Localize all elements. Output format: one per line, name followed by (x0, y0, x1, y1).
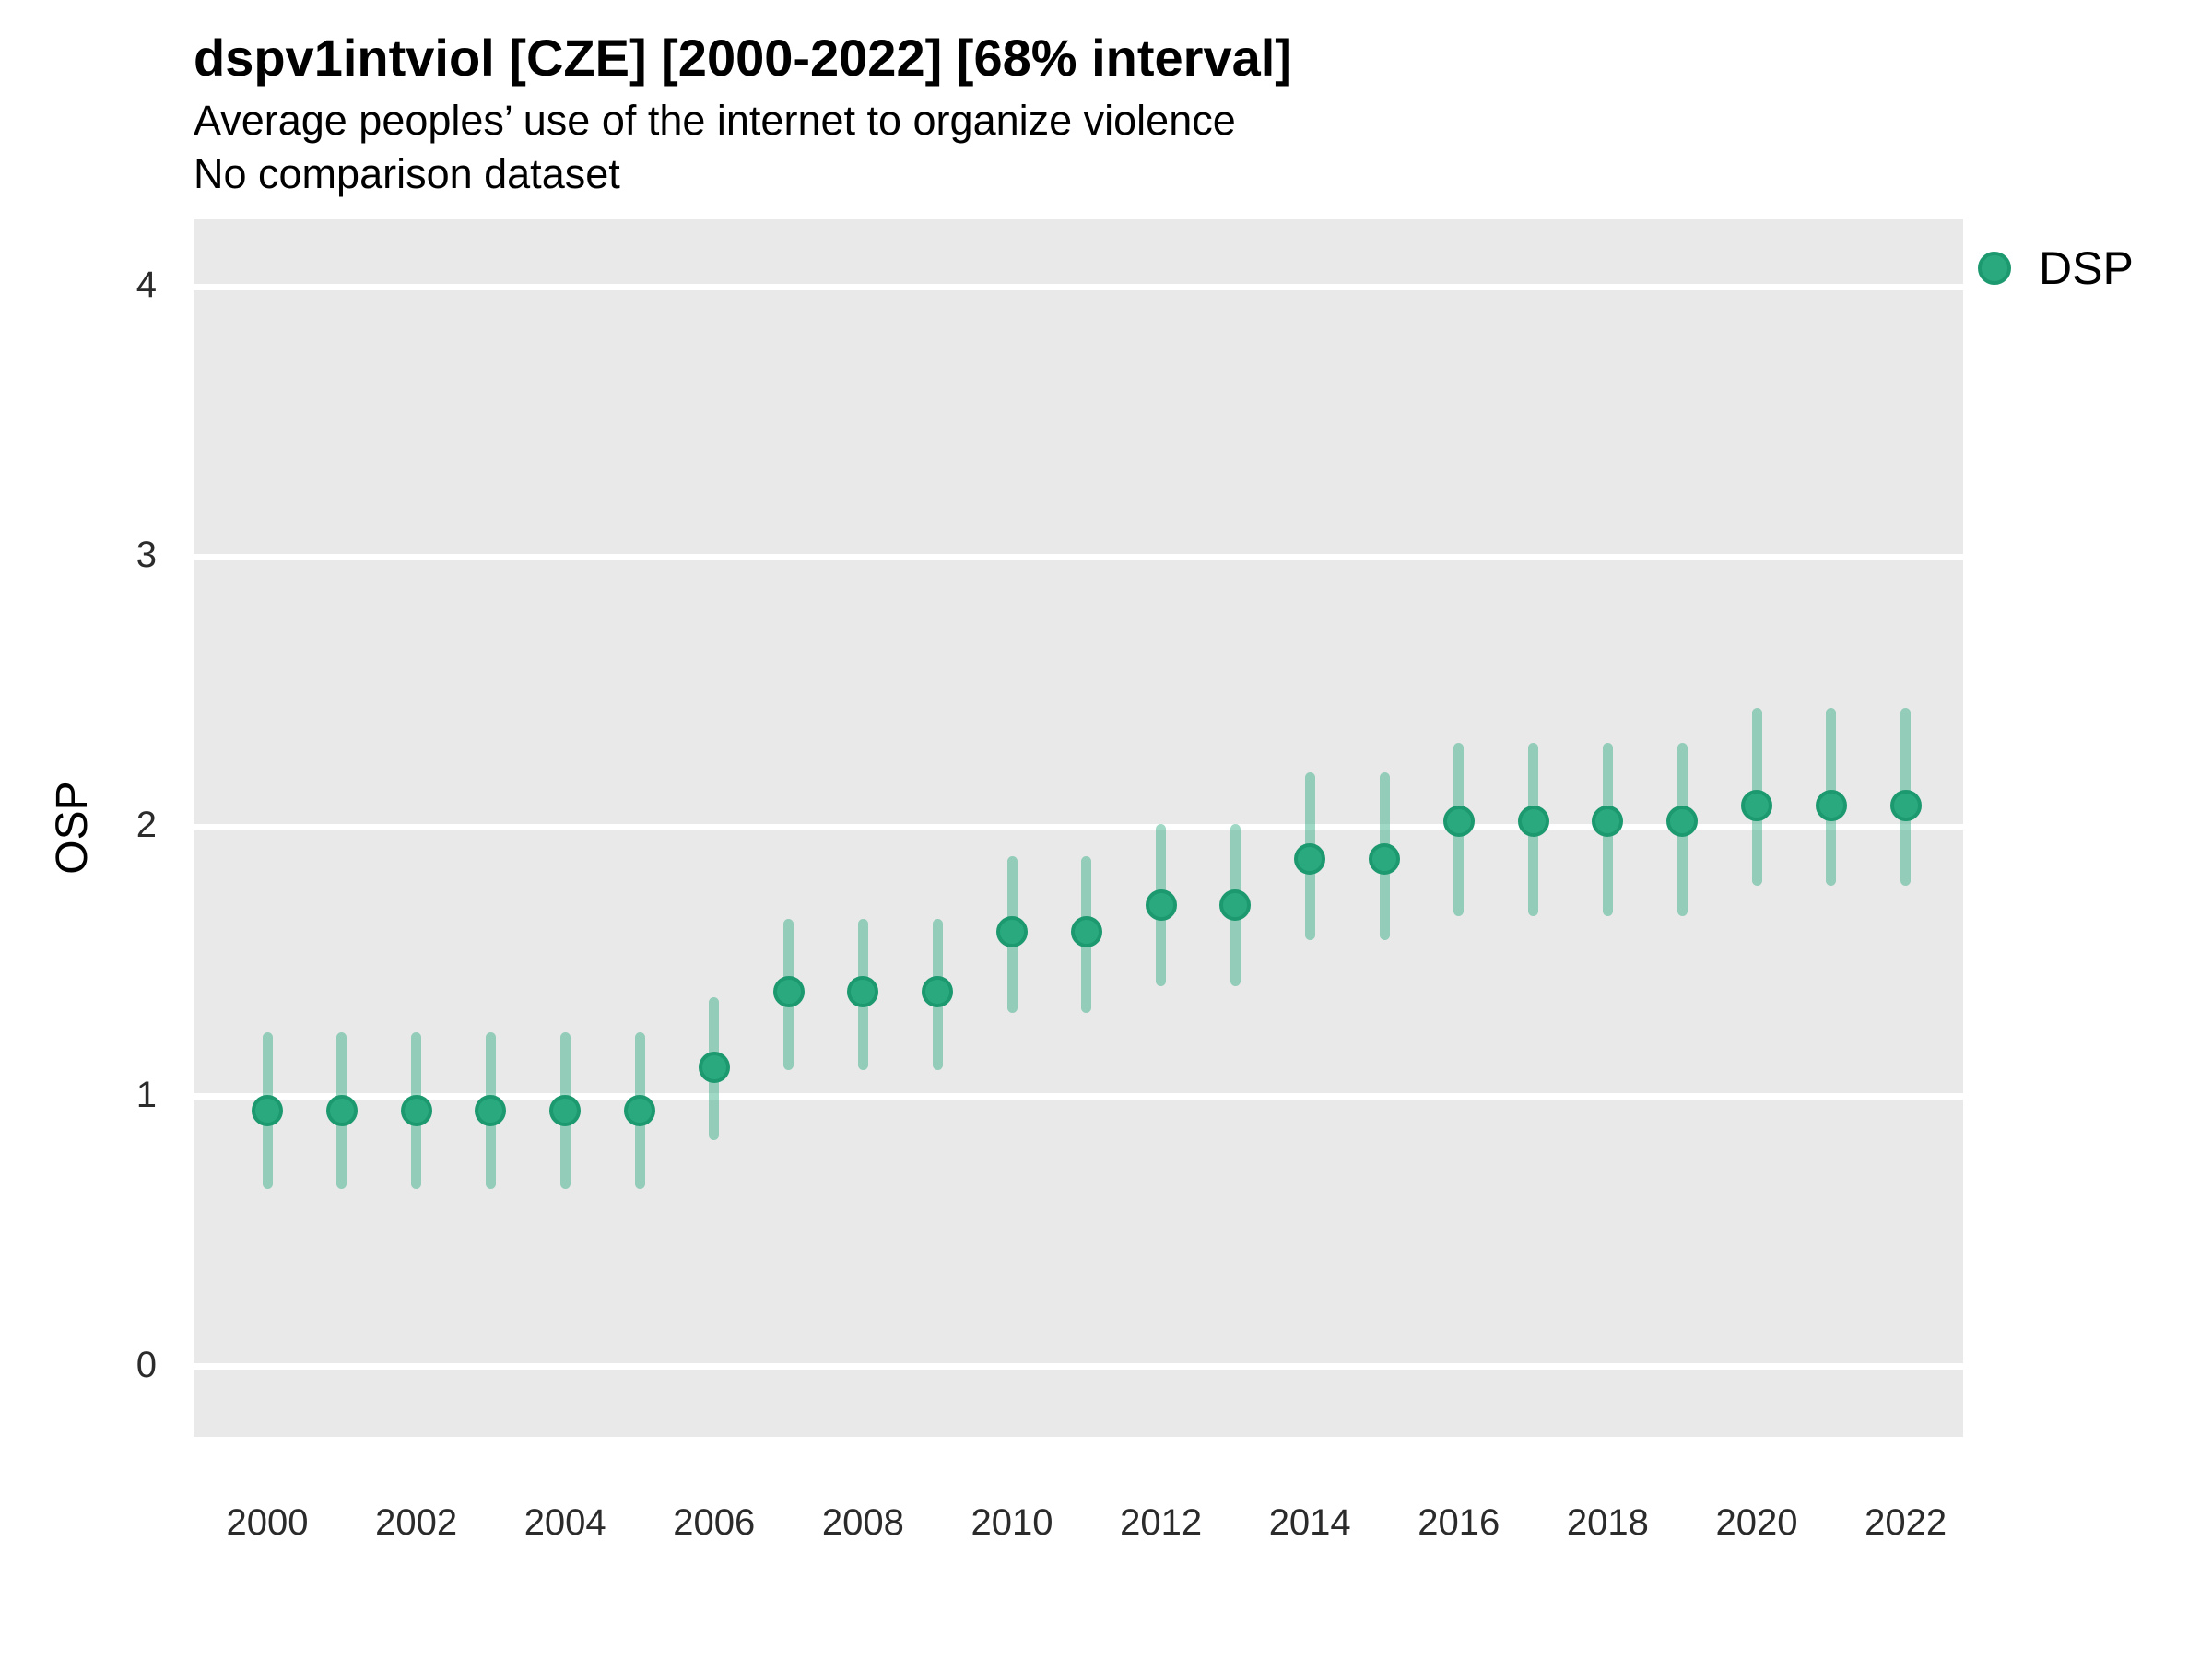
x-tick-label-2006: 2006 (673, 1502, 756, 1543)
data-point-2006 (698, 1051, 730, 1083)
data-point-2020 (1741, 789, 1772, 821)
gridline-y-1 (194, 1093, 1963, 1100)
x-tick-label-2002: 2002 (375, 1502, 458, 1543)
x-tick-label-2022: 2022 (1865, 1502, 1947, 1543)
data-point-2022 (1889, 789, 1922, 821)
data-point-2019 (1666, 806, 1699, 838)
x-tick-label-2004: 2004 (524, 1502, 606, 1543)
data-point-2010 (996, 916, 1028, 948)
chart-subtitle: Average peoples’ use of the internet to … (194, 97, 1236, 144)
x-tick-label-2016: 2016 (1418, 1502, 1500, 1543)
data-point-2011 (1070, 916, 1102, 948)
data-point-2007 (772, 975, 805, 1007)
data-point-2004 (549, 1094, 582, 1126)
gridline-y-4 (194, 283, 1963, 290)
x-tick-label-2010: 2010 (971, 1502, 1053, 1543)
data-point-2005 (624, 1094, 655, 1126)
legend-label: DSP (2039, 242, 2134, 294)
data-point-2000 (252, 1094, 283, 1126)
x-tick-label-2008: 2008 (821, 1502, 904, 1543)
data-point-2008 (847, 975, 879, 1007)
y-tick-label-0: 0 (135, 1344, 157, 1385)
legend: DSP (1978, 241, 2134, 295)
gridline-y-0 (194, 1363, 1963, 1371)
data-point-2002 (400, 1094, 432, 1126)
data-point-2021 (1815, 789, 1847, 821)
x-tick-label-2014: 2014 (1268, 1502, 1351, 1543)
x-tick-label-2018: 2018 (1566, 1502, 1649, 1543)
plot-panel (194, 219, 1963, 1437)
legend-point-icon (1978, 252, 2011, 285)
chart-title: dspv1intviol [CZE] [2000-2022] [68% inte… (194, 29, 1292, 87)
data-point-2017 (1517, 806, 1549, 838)
y-tick-label-3: 3 (135, 535, 157, 576)
data-point-2016 (1442, 806, 1475, 838)
data-point-2015 (1369, 843, 1400, 876)
x-tick-label-2020: 2020 (1715, 1502, 1798, 1543)
chart-subtitle-note: No comparison dataset (194, 150, 620, 197)
y-tick-label-1: 1 (135, 1074, 157, 1115)
y-tick-label-4: 4 (135, 265, 157, 306)
gridline-y-2 (194, 823, 1963, 830)
gridline-y-3 (194, 553, 1963, 560)
y-tick-label-2: 2 (135, 805, 157, 846)
x-tick-label-2012: 2012 (1120, 1502, 1203, 1543)
data-point-2014 (1294, 843, 1326, 876)
x-tick-label-2000: 2000 (226, 1502, 309, 1543)
data-point-2001 (325, 1094, 358, 1126)
data-point-2003 (475, 1094, 507, 1126)
data-point-2009 (922, 975, 954, 1007)
data-point-2013 (1219, 888, 1252, 921)
data-point-2012 (1145, 888, 1177, 921)
data-point-2018 (1592, 806, 1624, 838)
